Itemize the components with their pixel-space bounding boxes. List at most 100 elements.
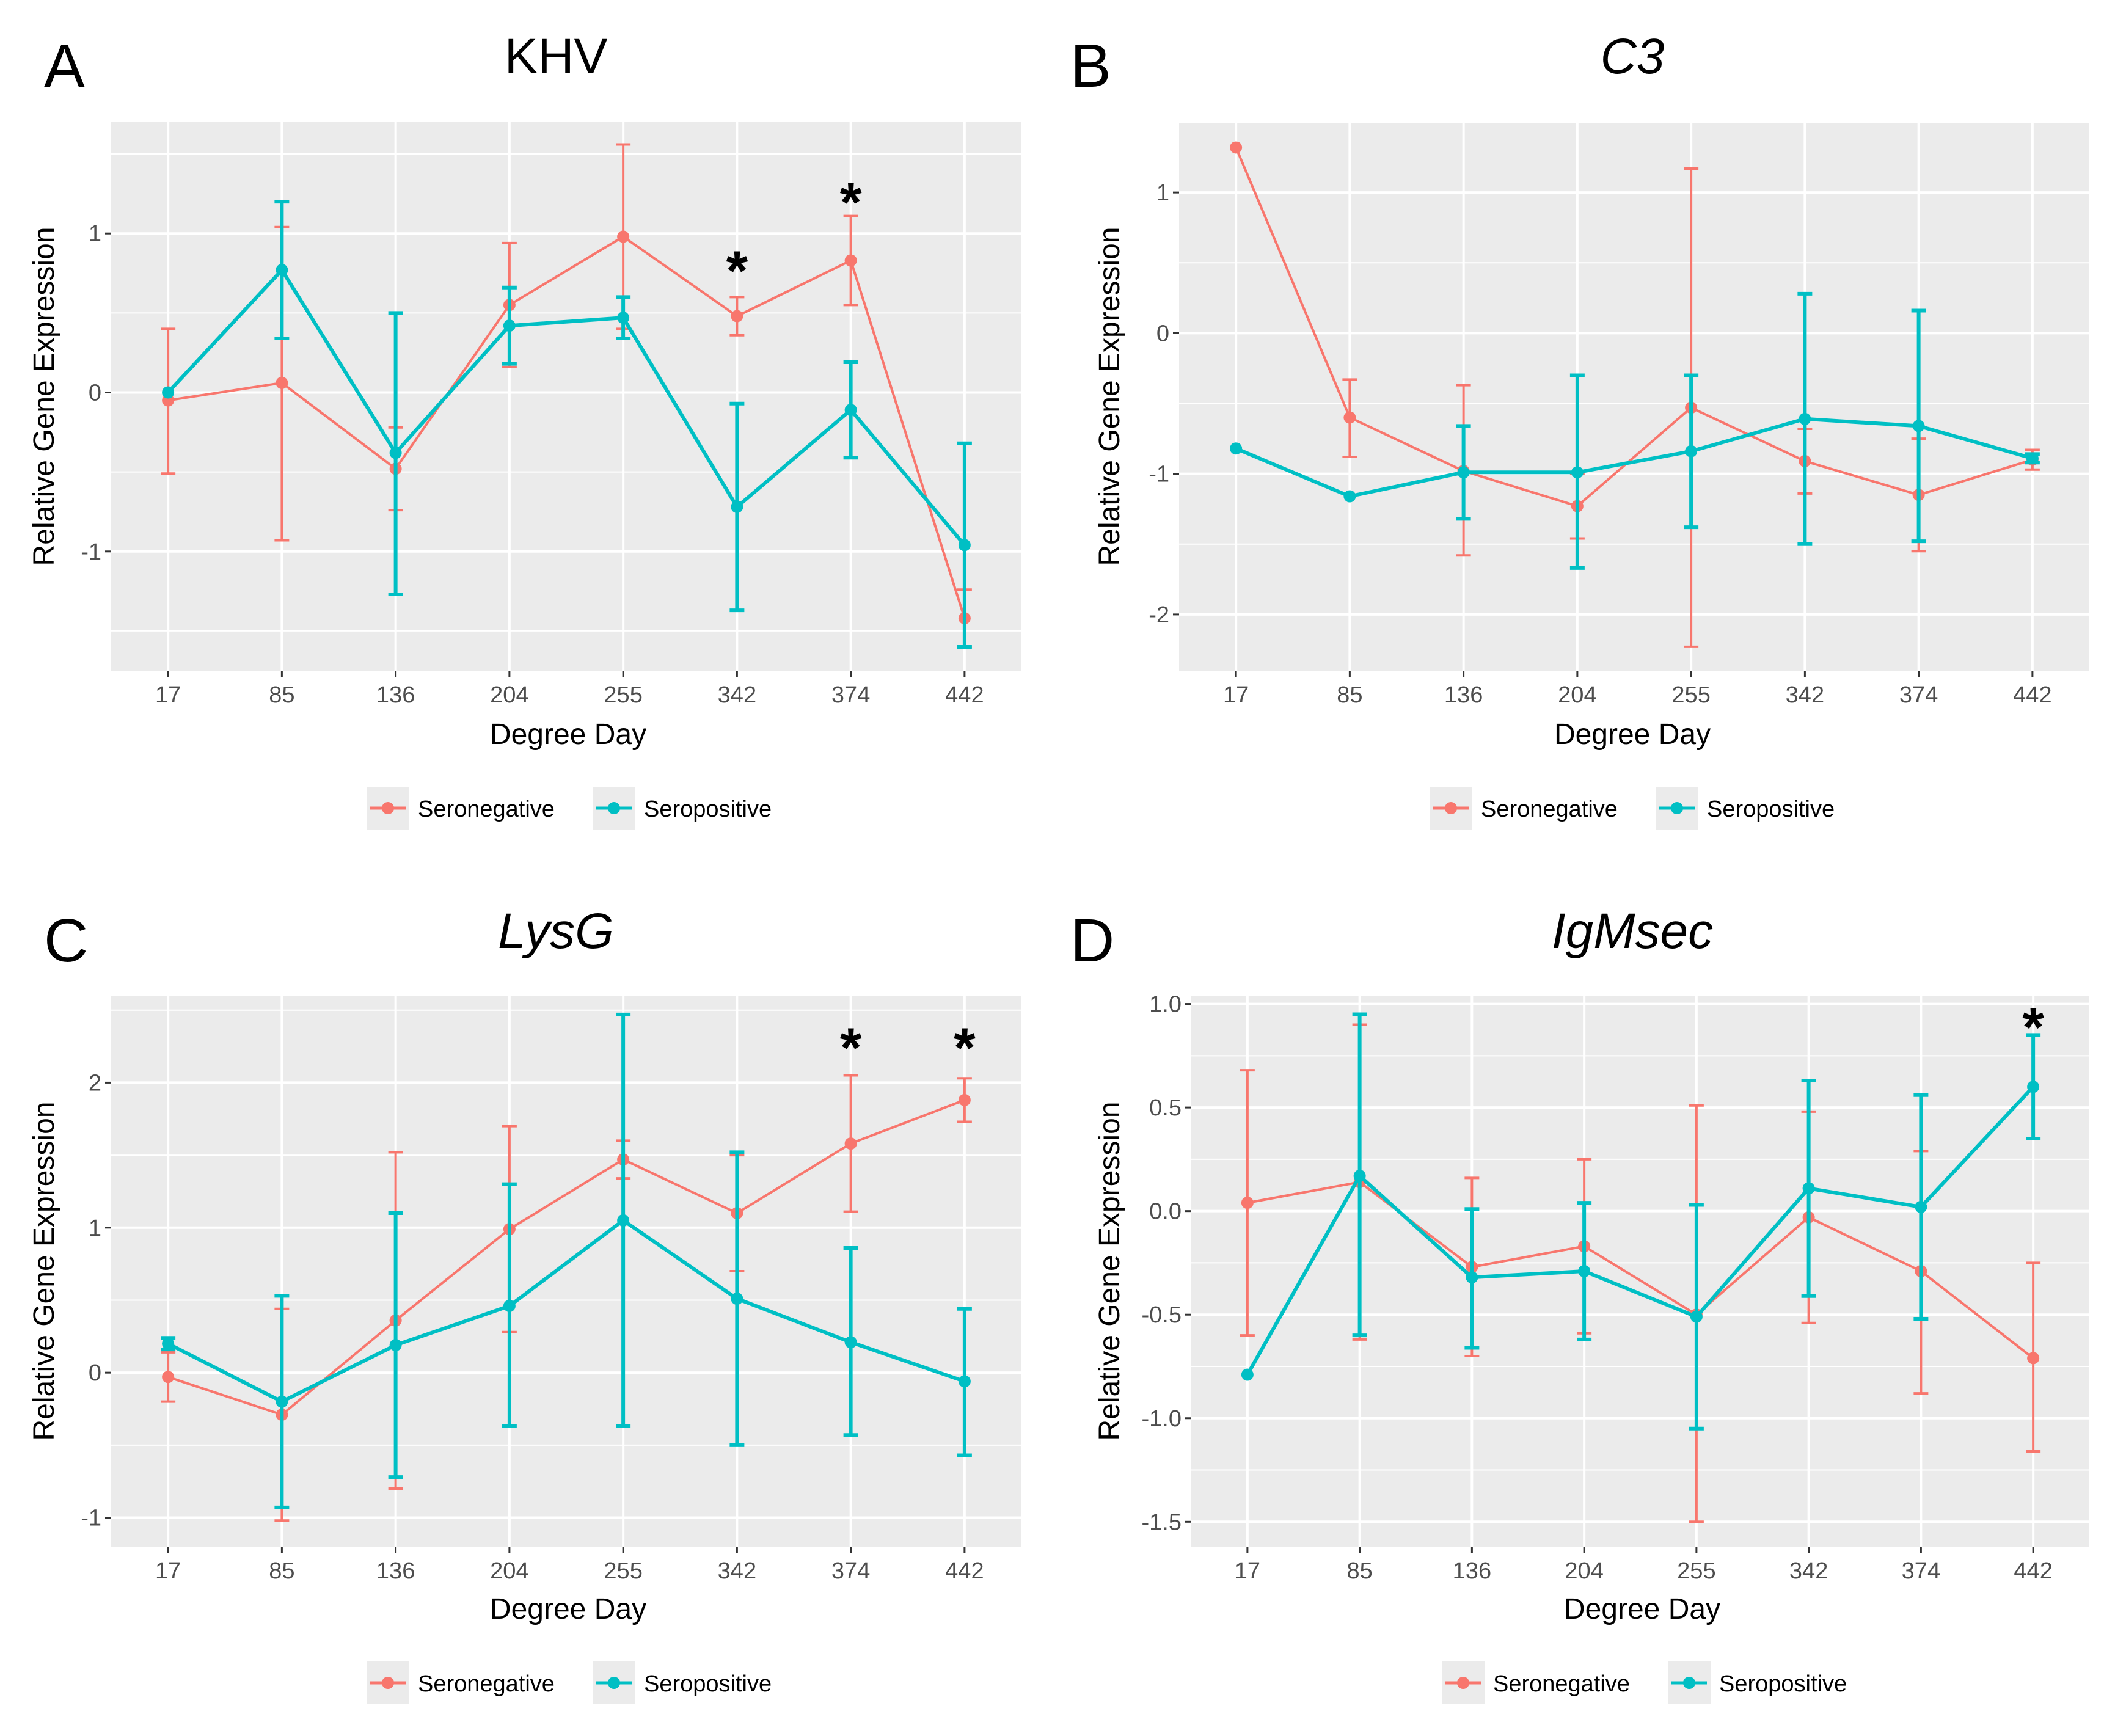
- x-tick-label: 374: [831, 682, 870, 708]
- data-point: [1353, 1170, 1366, 1183]
- x-tick-label: 255: [1671, 682, 1710, 708]
- x-tick-label: 204: [1558, 682, 1596, 708]
- series-seropositive: [1241, 1012, 2041, 1431]
- legend-label: Seropositive: [644, 797, 772, 822]
- data-point: [276, 1395, 288, 1408]
- data-point: [844, 254, 857, 267]
- data-point: [1685, 445, 1698, 458]
- panel-b: B C3 -2 -1 0 1 17 85 136 204 255 342 374 442 Degree Da…: [1070, 29, 2089, 830]
- x-tick-label: 136: [376, 682, 415, 708]
- series-line: [1235, 417, 2033, 498]
- panel-title: KHV: [505, 29, 608, 84]
- data-point: [1343, 490, 1356, 503]
- legend-key-point: [1671, 802, 1683, 814]
- legend-key-point: [1683, 1677, 1695, 1689]
- y-axis-title: Relative Gene Expression: [1094, 227, 1126, 566]
- data-point: [2027, 1352, 2040, 1365]
- x-tick-label: 17: [1223, 682, 1249, 708]
- y-axis-title: Relative Gene Expression: [28, 227, 60, 566]
- plot-background: [111, 996, 1021, 1547]
- data-point: [503, 1299, 516, 1312]
- x-tick-label: 136: [1453, 1558, 1491, 1584]
- x-tick-label: 255: [604, 1558, 642, 1584]
- plot-background: [1179, 122, 2089, 671]
- series-seronegative: [161, 143, 972, 648]
- plot-background: [1191, 996, 2089, 1547]
- data-point: [731, 500, 743, 513]
- significance-star: *: [726, 240, 748, 302]
- x-tick-label: 342: [718, 1558, 756, 1584]
- data-point: [617, 230, 630, 243]
- data-point: [1230, 141, 1243, 154]
- legend: Seronegative Seropositive: [367, 1661, 772, 1704]
- data-point: [844, 1137, 857, 1150]
- y-tick-label: -1: [81, 539, 101, 565]
- y-axis-title: Relative Gene Expression: [28, 1102, 60, 1441]
- x-tick-label: 442: [945, 1558, 984, 1584]
- x-axis-title: Degree Day: [490, 1593, 646, 1625]
- y-tick-label: 0: [89, 1360, 101, 1386]
- panel-title: IgMsec: [1552, 903, 1713, 959]
- legend-key-point: [608, 1677, 620, 1689]
- data-point: [844, 404, 857, 417]
- data-point: [958, 1093, 971, 1106]
- x-tick-label: 85: [1337, 682, 1362, 708]
- x-axis-title: Degree Day: [1554, 718, 1711, 751]
- y-tick-label: -1: [81, 1506, 101, 1531]
- data-point: [958, 1375, 971, 1388]
- y-tick-label: 1: [1156, 180, 1169, 206]
- series-seropositive: [1230, 291, 2040, 570]
- x-tick-label: 85: [1346, 1558, 1372, 1584]
- y-tick-label: -1.0: [1142, 1406, 1182, 1432]
- data-point: [1802, 1182, 1815, 1195]
- legend-key-point: [608, 802, 620, 814]
- significance-star: *: [954, 1017, 976, 1079]
- legend-key-point: [382, 802, 394, 814]
- data-point: [1241, 1197, 1254, 1209]
- series-seropositive: [162, 200, 972, 649]
- significance-star: *: [2022, 996, 2044, 1059]
- legend-key-point: [1457, 1677, 1469, 1689]
- x-tick-label: 17: [155, 682, 181, 708]
- significance-star: *: [840, 1017, 862, 1079]
- x-tick-label: 255: [604, 682, 642, 708]
- legend: Seronegative Seropositive: [1442, 1661, 1847, 1704]
- x-tick-label: 342: [718, 682, 756, 708]
- data-point: [1457, 466, 1470, 479]
- data-point: [1915, 1200, 1927, 1213]
- data-point: [1578, 1265, 1591, 1277]
- panel-letter: B: [1070, 32, 1111, 100]
- legend-label: Seronegative: [418, 797, 555, 822]
- series-seropositive: [161, 1012, 972, 1509]
- panel-letter: D: [1070, 906, 1114, 975]
- data-point: [731, 310, 743, 323]
- panel-c: C LysG -1 0 1 2 17 85 136 204 255 342 374 442 Degree D…: [28, 903, 1021, 1704]
- legend-label: Seropositive: [1719, 1671, 1847, 1697]
- y-tick-label: 2: [89, 1070, 101, 1096]
- data-point: [1912, 420, 1925, 432]
- x-tick-label: 442: [2013, 682, 2051, 708]
- series-line: [1246, 1085, 2035, 1376]
- panel-letter: C: [44, 906, 88, 975]
- data-point: [1690, 1310, 1703, 1323]
- y-tick-label: -1: [1149, 462, 1169, 487]
- x-tick-label: 85: [269, 682, 294, 708]
- series-line: [1247, 1181, 2034, 1359]
- series-line: [166, 268, 966, 547]
- x-tick-label: 204: [490, 1558, 528, 1584]
- y-axis-title: Relative Gene Expression: [1094, 1102, 1126, 1441]
- legend: Seronegative Seropositive: [1430, 787, 1835, 830]
- x-tick-label: 255: [1677, 1558, 1715, 1584]
- panel-title: C3: [1601, 29, 1665, 84]
- data-point: [1343, 411, 1356, 424]
- legend-label: Seropositive: [644, 1671, 772, 1697]
- legend-label: Seropositive: [1707, 797, 1835, 822]
- y-tick-label: 1.0: [1149, 992, 1182, 1018]
- data-point: [162, 386, 175, 399]
- y-tick-label: 0: [1156, 321, 1169, 346]
- data-point: [276, 264, 288, 277]
- panel-title: LysG: [498, 903, 614, 959]
- data-point: [1241, 1368, 1254, 1381]
- data-point: [1799, 412, 1811, 425]
